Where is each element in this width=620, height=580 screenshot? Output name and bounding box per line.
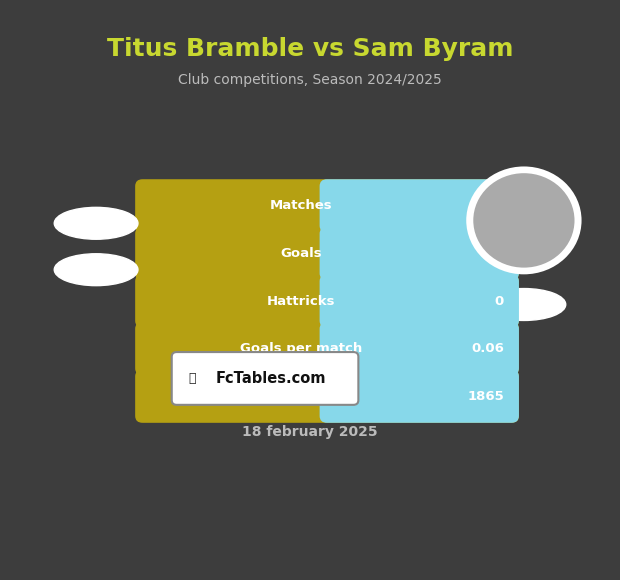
Ellipse shape	[482, 289, 565, 321]
Text: 0: 0	[495, 295, 504, 307]
Text: Goals: Goals	[280, 247, 322, 260]
Text: Hattricks: Hattricks	[267, 295, 335, 307]
Text: Goals per match: Goals per match	[240, 342, 362, 355]
FancyBboxPatch shape	[320, 227, 519, 280]
Text: 📊: 📊	[188, 372, 196, 385]
Circle shape	[471, 171, 577, 270]
FancyBboxPatch shape	[327, 329, 338, 368]
Text: Club competitions, Season 2024/2025: Club competitions, Season 2024/2025	[178, 73, 442, 87]
FancyBboxPatch shape	[327, 186, 338, 226]
FancyBboxPatch shape	[320, 274, 519, 328]
FancyBboxPatch shape	[327, 376, 338, 416]
FancyBboxPatch shape	[135, 179, 519, 233]
FancyBboxPatch shape	[172, 352, 358, 405]
FancyBboxPatch shape	[327, 234, 338, 273]
FancyBboxPatch shape	[135, 322, 519, 375]
FancyBboxPatch shape	[135, 227, 519, 280]
FancyBboxPatch shape	[320, 179, 519, 233]
Ellipse shape	[55, 208, 138, 239]
Text: Min per goal: Min per goal	[254, 390, 348, 403]
FancyBboxPatch shape	[135, 274, 519, 328]
Text: 16: 16	[485, 200, 504, 212]
Text: FcTables.com: FcTables.com	[216, 371, 327, 386]
Text: 0.06: 0.06	[471, 342, 504, 355]
Text: 18 february 2025: 18 february 2025	[242, 425, 378, 439]
Text: 1865: 1865	[467, 390, 504, 403]
Text: Matches: Matches	[270, 200, 332, 212]
FancyBboxPatch shape	[320, 369, 519, 423]
Circle shape	[466, 166, 582, 274]
FancyBboxPatch shape	[327, 281, 338, 321]
Text: Titus Bramble vs Sam Byram: Titus Bramble vs Sam Byram	[107, 37, 513, 61]
FancyBboxPatch shape	[320, 322, 519, 375]
Text: 1: 1	[495, 247, 504, 260]
FancyBboxPatch shape	[135, 369, 519, 423]
Ellipse shape	[55, 254, 138, 285]
